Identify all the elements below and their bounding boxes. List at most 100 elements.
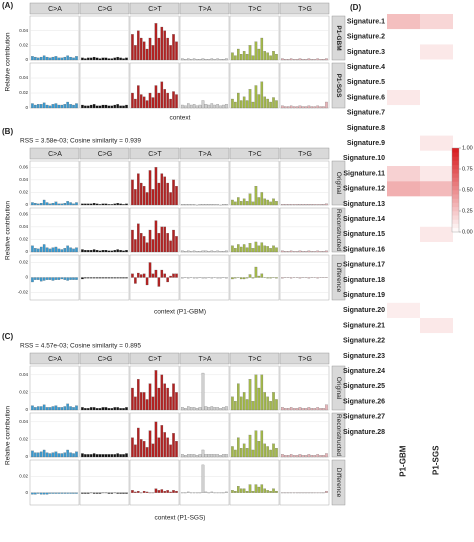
- bar: [234, 401, 237, 411]
- heatmap-cell: [387, 59, 420, 75]
- bar: [125, 104, 128, 109]
- signature-label: Signature.1: [347, 18, 385, 25]
- bar: [198, 204, 202, 206]
- facet-header-label: C>A: [48, 356, 62, 363]
- bar: [260, 37, 264, 61]
- panel-label: (A): [2, 1, 13, 10]
- bar: [187, 406, 190, 411]
- bar: [195, 59, 199, 61]
- bar: [257, 94, 261, 109]
- bar: [225, 406, 228, 411]
- bar: [184, 251, 187, 253]
- bar: [307, 454, 311, 458]
- bar: [84, 203, 87, 206]
- bar: [122, 408, 125, 411]
- facet-panel: [29, 207, 80, 253]
- y-tick-label: 0.02: [19, 390, 28, 395]
- bar: [39, 104, 43, 109]
- facet-header-label: C>G: [98, 6, 113, 13]
- bar: [310, 408, 314, 411]
- bar: [63, 248, 67, 253]
- facet-header-label: C>A: [48, 6, 62, 13]
- bar: [245, 201, 249, 206]
- bar: [275, 399, 278, 411]
- bar: [251, 277, 255, 279]
- bar: [51, 406, 55, 411]
- bar: [154, 23, 158, 61]
- bar: [210, 277, 214, 279]
- bar: [142, 490, 146, 493]
- bar: [66, 55, 69, 61]
- heatmap-cell: [387, 257, 420, 273]
- bar: [175, 490, 178, 493]
- bar: [216, 58, 219, 61]
- bar: [72, 203, 75, 206]
- bar: [251, 101, 255, 109]
- heatmap-cell: [420, 318, 453, 334]
- facet-panel: [179, 412, 230, 458]
- bar: [239, 100, 243, 109]
- bar: [207, 407, 211, 411]
- bar: [304, 204, 308, 206]
- bar: [145, 491, 149, 493]
- bar: [134, 45, 137, 61]
- bar: [66, 403, 69, 411]
- bar: [151, 396, 155, 411]
- bar: [263, 245, 267, 253]
- bar: [163, 176, 167, 206]
- heatmap-cell: [387, 135, 420, 151]
- bar: [110, 58, 114, 61]
- facet-header: [129, 2, 180, 15]
- bar: [87, 57, 90, 61]
- bar: [172, 490, 175, 493]
- bar: [234, 248, 237, 253]
- bar: [39, 406, 43, 411]
- bar: [213, 104, 217, 109]
- bar: [298, 454, 302, 458]
- bar: [63, 452, 67, 458]
- bar: [31, 103, 34, 109]
- heatmap-cell: [420, 150, 453, 166]
- bar: [225, 250, 228, 253]
- bar: [319, 251, 322, 253]
- bar: [148, 92, 152, 109]
- bar: [175, 41, 178, 61]
- y-axis-label: Relative contribution: [5, 32, 12, 91]
- bar: [231, 446, 234, 458]
- bar: [301, 106, 305, 109]
- heatmap-cell: [387, 14, 420, 30]
- bar: [98, 454, 102, 458]
- bar: [92, 492, 96, 494]
- bar: [131, 273, 134, 278]
- heatmap-cell: [387, 150, 420, 166]
- bar: [92, 277, 96, 279]
- bar: [75, 247, 78, 253]
- colorbar-step: [452, 190, 459, 195]
- facet-header: [29, 352, 80, 365]
- y-tick-label: 0.02: [19, 190, 28, 195]
- bar: [169, 98, 172, 109]
- bar: [266, 446, 269, 458]
- bar: [48, 105, 52, 109]
- bar: [225, 204, 228, 206]
- heatmap-cell: [420, 120, 453, 136]
- bar: [172, 273, 175, 278]
- bar: [42, 102, 46, 109]
- bar: [31, 450, 34, 458]
- bar: [60, 277, 64, 280]
- bar: [95, 105, 99, 109]
- bar: [151, 189, 155, 206]
- bar: [204, 491, 208, 493]
- heatmap-cell: [387, 90, 420, 106]
- bar: [260, 484, 264, 493]
- bar: [189, 251, 193, 253]
- facet-panel: [29, 160, 80, 206]
- bar: [31, 277, 34, 283]
- bar: [266, 52, 269, 61]
- bar: [237, 383, 240, 411]
- heatmap-cell: [387, 105, 420, 121]
- bar: [310, 251, 314, 253]
- colorbar-step: [452, 169, 459, 174]
- row-strip-label: Original: [335, 172, 342, 195]
- bar: [172, 383, 175, 411]
